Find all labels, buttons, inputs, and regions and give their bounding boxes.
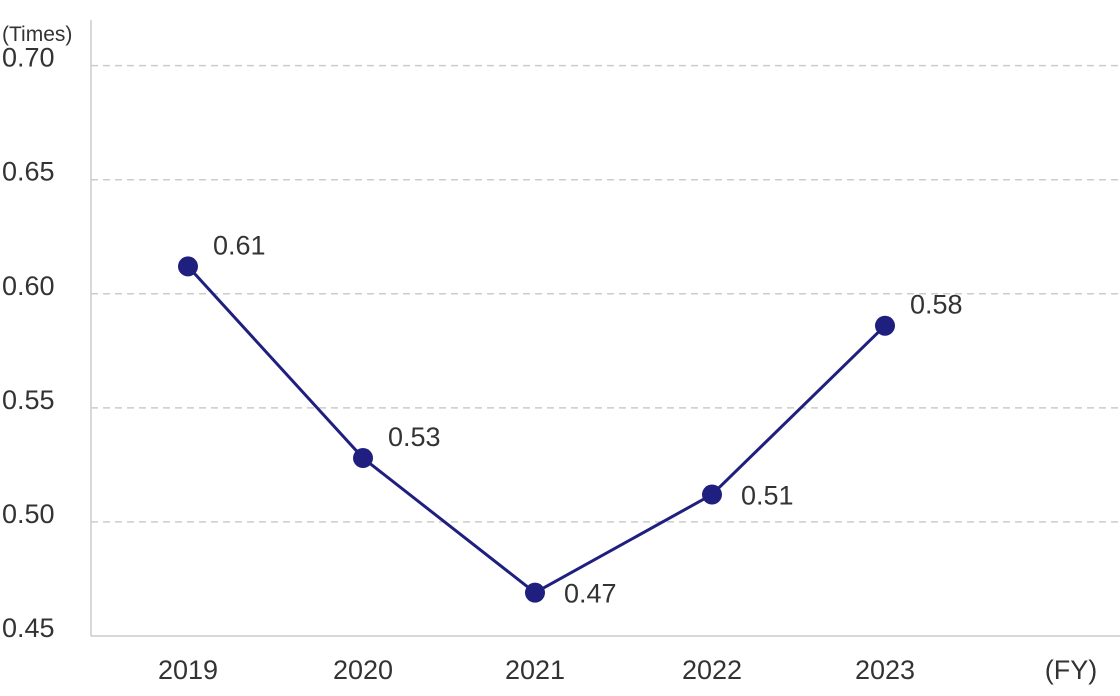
data-label: 0.58 <box>910 290 963 320</box>
grid-lines <box>91 64 1120 523</box>
x-tick-label: 2019 <box>158 655 218 685</box>
x-tick-label: 2021 <box>505 655 565 685</box>
y-tick-label: 0.70 <box>2 43 55 73</box>
x-tick-labels: 2019 2020 2021 2022 2023 <box>158 655 915 685</box>
x-tick-label: 2023 <box>855 655 915 685</box>
data-point <box>525 582 545 603</box>
y-tick-label: 0.50 <box>2 499 55 529</box>
y-tick-label: 0.65 <box>2 157 55 187</box>
data-label: 0.53 <box>388 422 441 452</box>
x-unit-label: (FY) <box>1045 655 1097 685</box>
data-point <box>178 256 198 277</box>
data-label: 0.61 <box>213 230 266 260</box>
series-line <box>186 265 887 595</box>
y-tick-label: 0.45 <box>2 613 55 643</box>
y-tick-labels: 0.45 0.50 0.55 0.60 0.65 0.70 <box>2 43 55 643</box>
y-tick-label: 0.55 <box>2 385 55 415</box>
data-point <box>875 315 895 336</box>
series <box>178 256 895 603</box>
data-label: 0.51 <box>741 481 794 511</box>
data-point <box>353 448 373 469</box>
x-tick-label: 2020 <box>333 655 393 685</box>
y-unit-label: (Times) <box>2 23 72 46</box>
x-tick-label: 2022 <box>682 655 742 685</box>
data-point <box>702 484 722 505</box>
data-label: 0.47 <box>564 579 617 609</box>
y-tick-label: 0.60 <box>2 271 55 301</box>
data-labels: 0.61 0.53 0.47 0.51 0.58 <box>213 230 963 608</box>
